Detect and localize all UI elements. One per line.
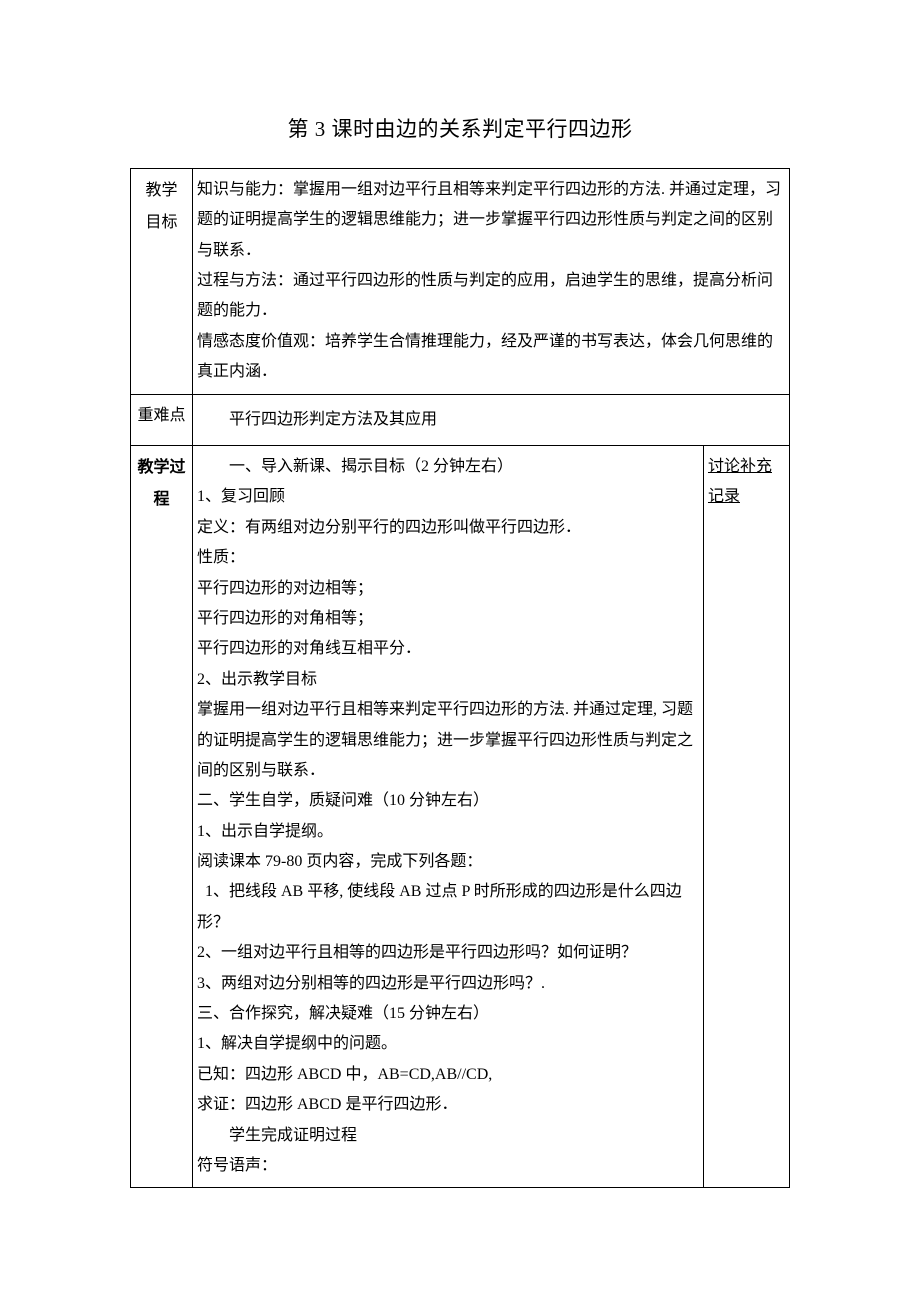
process-line: 二、学生自学，质疑问难（10 分钟左右） (197, 786, 699, 816)
process-line: 1、把线段 AB 平移, 使线段 AB 过点 P 时所形成的四边形是什么四边形？ (197, 877, 699, 938)
process-line: 3、两组对边分别相等的四边形是平行四边形吗？. (197, 969, 699, 999)
keys-text: 平行四边形判定方法及其应用 (197, 405, 785, 435)
process-line: 1、解决自学提纲中的问题。 (197, 1029, 699, 1059)
process-line: 符号语声： (197, 1151, 699, 1181)
goals-text: 知识与能力：掌握用一组对边平行且相等来判定平行四边形的方法. 并通过定理，习题的… (197, 181, 781, 380)
keys-label-text: 重难点 (137, 407, 185, 424)
process-label-line1: 教学过 (137, 459, 185, 476)
row-process-notes: 讨论补充 记录 (703, 446, 789, 1188)
row-process: 教学过 程 一、导入新课、揭示目标（2 分钟左右）1、复习回顾定义：有两组对边分… (131, 446, 790, 1188)
goals-label-line2: 目标 (145, 214, 177, 231)
process-line: 掌握用一组对边平行且相等来判定平行四边形的方法. 并通过定理, 习题的证明提高学… (197, 695, 699, 786)
notes-line2: 记录 (708, 488, 740, 505)
row-goals-content: 知识与能力：掌握用一组对边平行且相等来判定平行四边形的方法. 并通过定理，习题的… (193, 168, 790, 394)
process-line: 平行四边形的对角线互相平分． (197, 634, 699, 664)
row-keys-label: 重难点 (131, 394, 193, 445)
process-line: 求证：四边形 ABCD 是平行四边形． (197, 1090, 699, 1120)
lesson-plan-table: 教学 目标 知识与能力：掌握用一组对边平行且相等来判定平行四边形的方法. 并通过… (130, 168, 790, 1189)
process-line: 一、导入新课、揭示目标（2 分钟左右） (197, 452, 699, 482)
process-line: 平行四边形的对边相等； (197, 574, 699, 604)
process-line: 学生完成证明过程 (197, 1121, 699, 1151)
process-line: 阅读课本 79-80 页内容，完成下列各题： (197, 847, 699, 877)
process-line: 已知：四边形 ABCD 中，AB=CD,AB//CD, (197, 1060, 699, 1090)
process-line: 三、合作探究，解决疑难（15 分钟左右） (197, 999, 699, 1029)
process-line: 1、复习回顾 (197, 482, 699, 512)
process-line: 2、出示教学目标 (197, 665, 699, 695)
process-line: 平行四边形的对角相等； (197, 604, 699, 634)
process-line: 定义：有两组对边分别平行的四边形叫做平行四边形． (197, 513, 699, 543)
process-line: 1、出示自学提纲。 (197, 817, 699, 847)
notes-line1: 讨论补充 (708, 458, 772, 475)
row-goals: 教学 目标 知识与能力：掌握用一组对边平行且相等来判定平行四边形的方法. 并通过… (131, 168, 790, 394)
process-line: 2、一组对边平行且相等的四边形是平行四边形吗？如何证明？ (197, 938, 699, 968)
row-keys: 重难点 平行四边形判定方法及其应用 (131, 394, 790, 445)
process-line: 性质： (197, 543, 699, 573)
row-process-label: 教学过 程 (131, 446, 193, 1188)
row-goals-label: 教学 目标 (131, 168, 193, 394)
process-label-line2: 程 (153, 491, 169, 508)
page-title: 第 3 课时由边的关系判定平行四边形 (130, 110, 790, 150)
row-keys-content: 平行四边形判定方法及其应用 (193, 394, 790, 445)
goals-label-line1: 教学 (145, 182, 177, 199)
row-process-content: 一、导入新课、揭示目标（2 分钟左右）1、复习回顾定义：有两组对边分别平行的四边… (193, 446, 704, 1188)
